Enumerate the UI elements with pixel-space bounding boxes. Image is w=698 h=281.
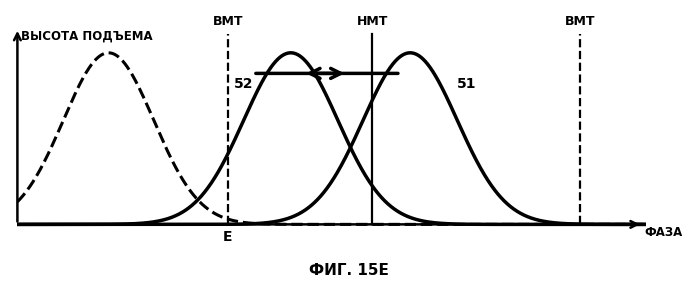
Text: ВМТ: ВМТ [213, 15, 243, 28]
Text: 51: 51 [457, 77, 477, 91]
Text: ФИГ. 15Е: ФИГ. 15Е [309, 263, 389, 278]
Text: Е: Е [223, 230, 232, 244]
Text: НМТ: НМТ [357, 15, 388, 28]
Text: ФАЗА: ФАЗА [644, 226, 683, 239]
Text: ВЫСОТА ПОДЪЕМА: ВЫСОТА ПОДЪЕМА [20, 30, 152, 43]
Text: 52: 52 [235, 77, 253, 91]
Text: ВМТ: ВМТ [565, 15, 595, 28]
